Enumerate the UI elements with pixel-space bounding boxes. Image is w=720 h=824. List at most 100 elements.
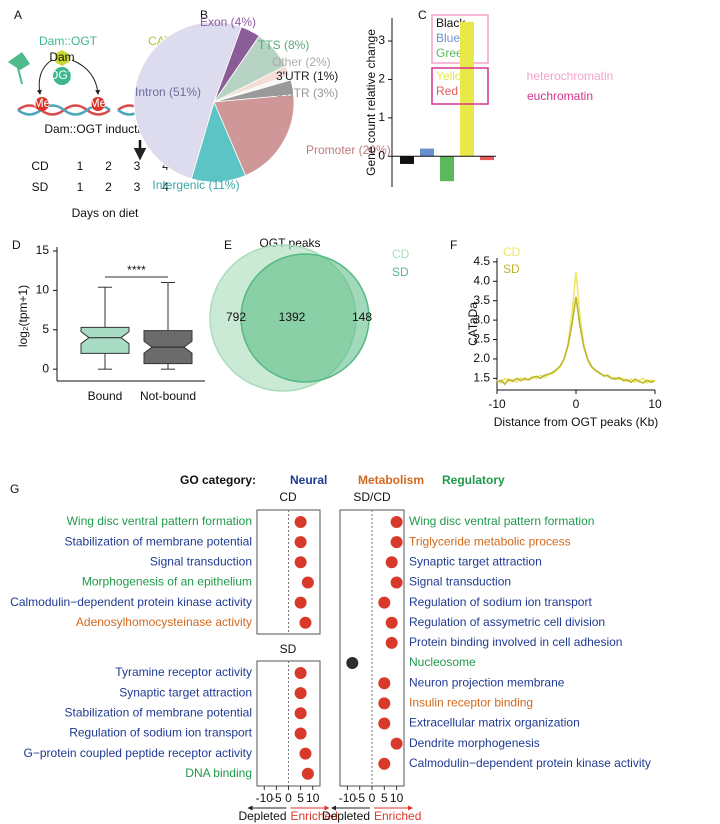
box <box>80 326 130 354</box>
y-tick-label: 2.0 <box>473 351 490 365</box>
dot <box>294 536 307 549</box>
slice-label: 3'UTR (1%) <box>276 69 338 83</box>
go-term: Regulation of sodium ion transport <box>69 726 252 740</box>
dot <box>390 576 403 589</box>
x-tick-label: 0 <box>369 791 376 805</box>
go-term: Calmodulin−dependent protein kinase acti… <box>10 595 252 609</box>
dot <box>294 516 307 528</box>
go-term: Adenosylhomocysteinase activity <box>76 615 252 629</box>
dot <box>294 556 307 569</box>
venn-count: 792 <box>226 310 246 324</box>
dot <box>378 677 391 690</box>
x-tick-label: 0 <box>285 791 292 805</box>
slice-label: TTS (8%) <box>258 38 309 52</box>
pin-icon <box>8 52 30 85</box>
y-tick-label: 3.0 <box>473 312 490 326</box>
y-tick-label: 5 <box>42 322 49 336</box>
go-term: Nucleosome <box>409 655 476 669</box>
dot-panel-title: SD/CD <box>353 490 391 504</box>
go-term: Morphogenesis of an epithelium <box>82 575 252 589</box>
dot <box>301 767 314 780</box>
panel-label: G <box>10 482 19 496</box>
dot <box>378 596 391 609</box>
schedule-day: 1 <box>77 159 84 173</box>
dot <box>378 717 391 730</box>
legend-label: CD <box>392 247 410 261</box>
go-term: Wing disc ventral pattern formation <box>67 514 252 528</box>
go-term: Calmodulin−dependent protein kinase acti… <box>409 756 651 770</box>
dot <box>385 556 398 569</box>
slice-label: 5'UTR (3%) <box>276 86 338 100</box>
dot <box>378 757 391 770</box>
x-tick-label: Bound <box>88 389 123 403</box>
methyl-ball <box>35 97 49 111</box>
go-title: GO category: <box>180 473 256 487</box>
x-tick-label: 5 <box>381 791 388 805</box>
dot <box>294 707 307 720</box>
dot <box>378 697 391 710</box>
legend-box <box>431 67 489 105</box>
x-tick-label: 5 <box>297 791 304 805</box>
venn-count: 148 <box>352 310 372 324</box>
legend-label: Black <box>436 16 466 30</box>
dam-hexagon <box>55 50 69 66</box>
legend-label: Red <box>436 84 458 98</box>
schedule-day: 2 <box>105 180 112 194</box>
arrow <box>71 59 101 95</box>
dot <box>390 536 403 549</box>
go-term: Neuron projection membrane <box>409 675 565 689</box>
y-tick-label: 1 <box>378 110 385 124</box>
dot <box>346 657 359 670</box>
go-term: G−protein coupled peptide receptor activ… <box>24 746 252 760</box>
methyl-ball <box>91 97 105 111</box>
slice-label: Intron (51%) <box>135 85 201 99</box>
pie-slice <box>133 21 242 180</box>
schedule-caption: Days on diet <box>72 206 139 220</box>
venn-count: 1392 <box>279 310 306 324</box>
go-term: Regulation of assymetric cell division <box>409 615 605 629</box>
dot <box>390 737 403 750</box>
y-tick-label: 15 <box>36 243 50 257</box>
legend-label: CD <box>503 245 521 259</box>
x-tick-label: 10 <box>390 791 404 805</box>
x-tick-label: 10 <box>306 791 320 805</box>
x-tick-label: -5 <box>271 791 282 805</box>
y-tick-label: 10 <box>36 283 50 297</box>
dot <box>294 596 307 609</box>
go-group-label: Regulatory <box>442 473 505 487</box>
venn-set <box>240 253 370 383</box>
construct-label: Dam::OGT <box>39 34 98 48</box>
x-tick-label: -10 <box>256 791 274 805</box>
x-tick-label: -5 <box>354 791 365 805</box>
y-tick-label: 1.5 <box>473 371 490 385</box>
dot <box>385 636 398 649</box>
y-tick-label: 3.5 <box>473 293 490 307</box>
x-tick-label: 10 <box>648 397 662 411</box>
legend-label: Yellow <box>436 69 471 83</box>
y-tick-label: 4.0 <box>473 273 490 287</box>
go-term: Extracellular matrix organization <box>409 716 580 730</box>
dot <box>299 616 312 629</box>
panel-label: F <box>450 238 457 252</box>
arrow <box>36 59 53 95</box>
y-axis-label: CATaDa <box>466 302 480 346</box>
x-tick-label: Not-bound <box>140 389 196 403</box>
y-tick-label: 4.5 <box>473 254 490 268</box>
y-tick-label: 0 <box>42 361 49 375</box>
go-term: Signal transduction <box>409 575 511 589</box>
panel-label: B <box>200 8 208 22</box>
slice-label: Exon (4%) <box>200 15 256 29</box>
schedule-day: 4 <box>162 180 169 194</box>
x-tick-label: -10 <box>488 397 506 411</box>
bar <box>420 148 434 157</box>
y-tick-label: 0 <box>378 148 385 162</box>
y-tick-label: 3 <box>378 33 385 47</box>
slice-label: Intergenic (11%) <box>152 178 239 192</box>
significance-label: **** <box>127 263 146 277</box>
icon-label: Me <box>90 96 107 110</box>
slice-label: Promoter (20%) <box>306 143 391 157</box>
dot-panel-title: CD <box>279 490 297 504</box>
slice-label: Other (2%) <box>272 55 331 69</box>
go-term: Synaptic target attraction <box>119 685 252 699</box>
